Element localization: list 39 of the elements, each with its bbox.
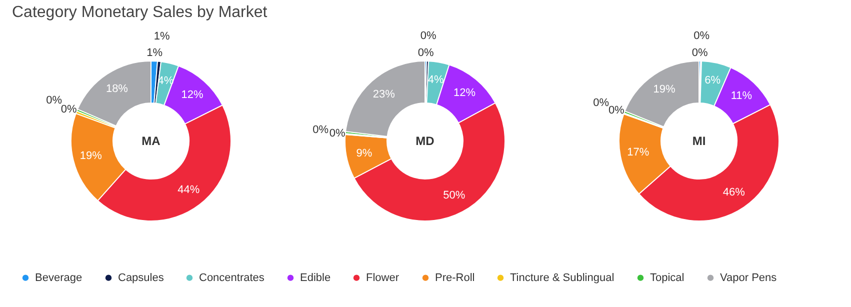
data-label: 0% [694, 30, 710, 42]
legend-label: Tincture & Sublingual [510, 272, 614, 284]
data-label: 19% [653, 84, 676, 96]
legend-label: Pre-Roll [435, 272, 475, 284]
data-label: 12% [454, 87, 476, 100]
slice-label: MI [692, 134, 706, 148]
legend-label: Topical [650, 272, 684, 284]
legend-label: Edible [300, 272, 331, 284]
slice-label: MD [416, 134, 435, 148]
data-label: 0% [420, 30, 436, 42]
data-label: 0% [418, 47, 434, 60]
data-label: 46% [722, 186, 746, 198]
data-label: 23% [372, 88, 396, 101]
data-label: 0% [608, 104, 625, 117]
data-label: 0% [692, 47, 708, 60]
data-label: 0% [60, 103, 78, 116]
data-label: 50% [443, 190, 466, 202]
data-label: 0% [312, 124, 329, 136]
data-label: 0% [46, 94, 62, 107]
data-label: 19% [80, 150, 102, 162]
data-label: 6% [704, 74, 721, 86]
data-label: 44% [178, 184, 200, 196]
data-label: 0% [329, 127, 346, 140]
data-label: 9% [356, 147, 372, 160]
data-label: 1% [146, 47, 163, 60]
data-label: 4% [428, 74, 444, 86]
legend-label: Flower [366, 272, 400, 284]
legend-label: Capsules [118, 272, 164, 284]
data-label: 11% [730, 90, 752, 102]
slice-label: MA [142, 134, 161, 148]
legend-label: Vapor Pens [720, 272, 778, 284]
data-label: 17% [627, 146, 650, 159]
data-label: 0% [593, 96, 610, 109]
data-label: 12% [181, 88, 204, 101]
data-label: 1% [154, 30, 170, 43]
legend-label: Beverage [35, 272, 82, 284]
data-label: 18% [106, 83, 128, 96]
legend-label: Concentrates [199, 272, 265, 284]
chart-title: Category Monetary Sales by Market [12, 4, 268, 21]
